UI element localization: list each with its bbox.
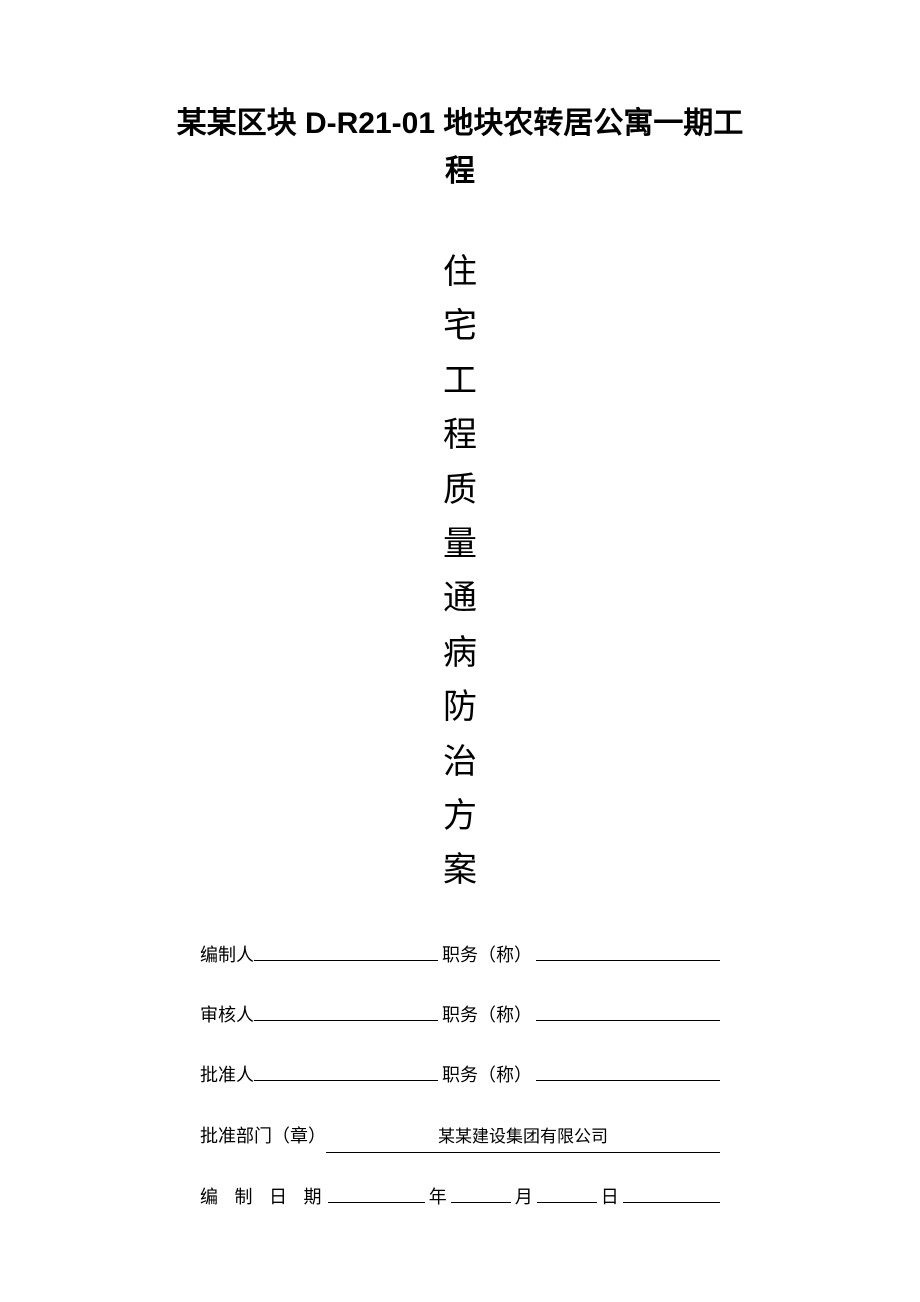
blank-month	[451, 1183, 511, 1203]
vchar-7: 病	[100, 627, 820, 681]
title-line-2: 程	[100, 148, 820, 196]
label-approver-title: 职务（称）	[442, 1059, 532, 1091]
vchar-5: 量	[100, 518, 820, 572]
vchar-9: 治	[100, 736, 820, 790]
label-reviewer-title: 职务（称）	[442, 999, 532, 1031]
label-author: 编制人	[200, 939, 254, 971]
form-row-approver: 批准人 职务（称）	[200, 1059, 720, 1091]
form-row-department: 批准部门（章） 某某建设集团有限公司	[200, 1120, 720, 1154]
vchar-10: 方	[100, 790, 820, 844]
vchar-1: 宅	[100, 300, 820, 354]
blank-day	[537, 1183, 597, 1203]
label-day: 日	[601, 1181, 619, 1213]
label-month: 月	[515, 1181, 533, 1213]
label-author-title: 职务（称）	[442, 939, 532, 971]
form-row-date: 编 制 日 期 年 月 日	[200, 1181, 720, 1213]
form-section: 编制人 职务（称） 审核人 职务（称） 批准人 职务（称） 批准部门（章） 某某…	[100, 939, 820, 1214]
blank-reviewer-title	[536, 1001, 720, 1021]
blank-author	[254, 941, 438, 961]
vchar-2: 工	[100, 355, 820, 409]
vchar-0: 住	[100, 246, 820, 300]
vchar-8: 防	[100, 681, 820, 735]
label-year: 年	[429, 1181, 447, 1213]
vchar-3: 程	[100, 409, 820, 463]
document-title: 某某区块 D-R21-01 地块农转居公寓一期工 程	[100, 100, 820, 196]
blank-approver-title	[536, 1061, 720, 1081]
blank-approver	[254, 1061, 438, 1081]
label-approver: 批准人	[200, 1059, 254, 1091]
title-line-1: 某某区块 D-R21-01 地块农转居公寓一期工	[100, 100, 820, 148]
label-reviewer: 审核人	[200, 999, 254, 1031]
blank-author-title	[536, 941, 720, 961]
vchar-6: 通	[100, 572, 820, 626]
form-row-author: 编制人 职务（称）	[200, 939, 720, 971]
label-department: 批准部门（章）	[200, 1120, 326, 1152]
vertical-subtitle: 住 宅 工 程 质 量 通 病 防 治 方 案	[100, 246, 820, 899]
blank-year	[328, 1183, 425, 1203]
vchar-4: 质	[100, 464, 820, 518]
form-row-reviewer: 审核人 职务（称）	[200, 999, 720, 1031]
blank-after-day	[623, 1183, 720, 1203]
blank-reviewer	[254, 1001, 438, 1021]
label-date: 编 制 日 期	[200, 1181, 328, 1213]
value-department: 某某建设集团有限公司	[326, 1122, 720, 1154]
vchar-11: 案	[100, 844, 820, 898]
